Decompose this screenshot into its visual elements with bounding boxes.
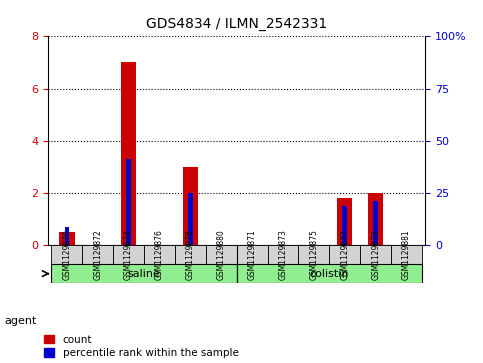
FancyBboxPatch shape xyxy=(206,245,237,264)
Text: GSM1129873: GSM1129873 xyxy=(279,229,287,280)
Text: GSM1129878: GSM1129878 xyxy=(186,229,195,280)
Legend: count, percentile rank within the sample: count, percentile rank within the sample xyxy=(44,335,239,358)
Text: GSM1129877: GSM1129877 xyxy=(340,229,349,280)
Bar xyxy=(368,193,384,245)
Bar xyxy=(183,167,198,245)
FancyBboxPatch shape xyxy=(360,245,391,264)
Text: saline: saline xyxy=(128,269,160,279)
FancyBboxPatch shape xyxy=(144,245,175,264)
FancyBboxPatch shape xyxy=(51,264,237,283)
Bar xyxy=(342,206,347,245)
Text: agent: agent xyxy=(5,316,37,326)
Text: GSM1129870: GSM1129870 xyxy=(62,229,71,280)
Bar xyxy=(121,62,136,245)
Text: GSM1129880: GSM1129880 xyxy=(217,229,226,280)
Text: GSM1129871: GSM1129871 xyxy=(248,229,256,280)
FancyBboxPatch shape xyxy=(268,245,298,264)
FancyBboxPatch shape xyxy=(298,245,329,264)
Title: GDS4834 / ILMN_2542331: GDS4834 / ILMN_2542331 xyxy=(146,17,327,31)
Bar xyxy=(188,193,193,245)
Bar xyxy=(59,232,74,245)
Bar xyxy=(337,198,353,245)
FancyBboxPatch shape xyxy=(113,245,144,264)
Bar xyxy=(373,201,378,245)
FancyBboxPatch shape xyxy=(329,245,360,264)
Text: colistin: colistin xyxy=(310,269,349,279)
Text: GSM1129881: GSM1129881 xyxy=(402,229,411,280)
FancyBboxPatch shape xyxy=(51,245,82,264)
FancyBboxPatch shape xyxy=(391,245,422,264)
FancyBboxPatch shape xyxy=(82,245,113,264)
Text: GSM1129874: GSM1129874 xyxy=(124,229,133,280)
Bar xyxy=(65,227,69,245)
Text: GSM1129875: GSM1129875 xyxy=(310,229,318,280)
Text: GSM1129872: GSM1129872 xyxy=(93,229,102,280)
Text: GSM1129879: GSM1129879 xyxy=(371,229,380,280)
FancyBboxPatch shape xyxy=(237,245,268,264)
Bar xyxy=(126,159,131,245)
FancyBboxPatch shape xyxy=(175,245,206,264)
FancyBboxPatch shape xyxy=(237,264,422,283)
Text: GSM1129876: GSM1129876 xyxy=(155,229,164,280)
